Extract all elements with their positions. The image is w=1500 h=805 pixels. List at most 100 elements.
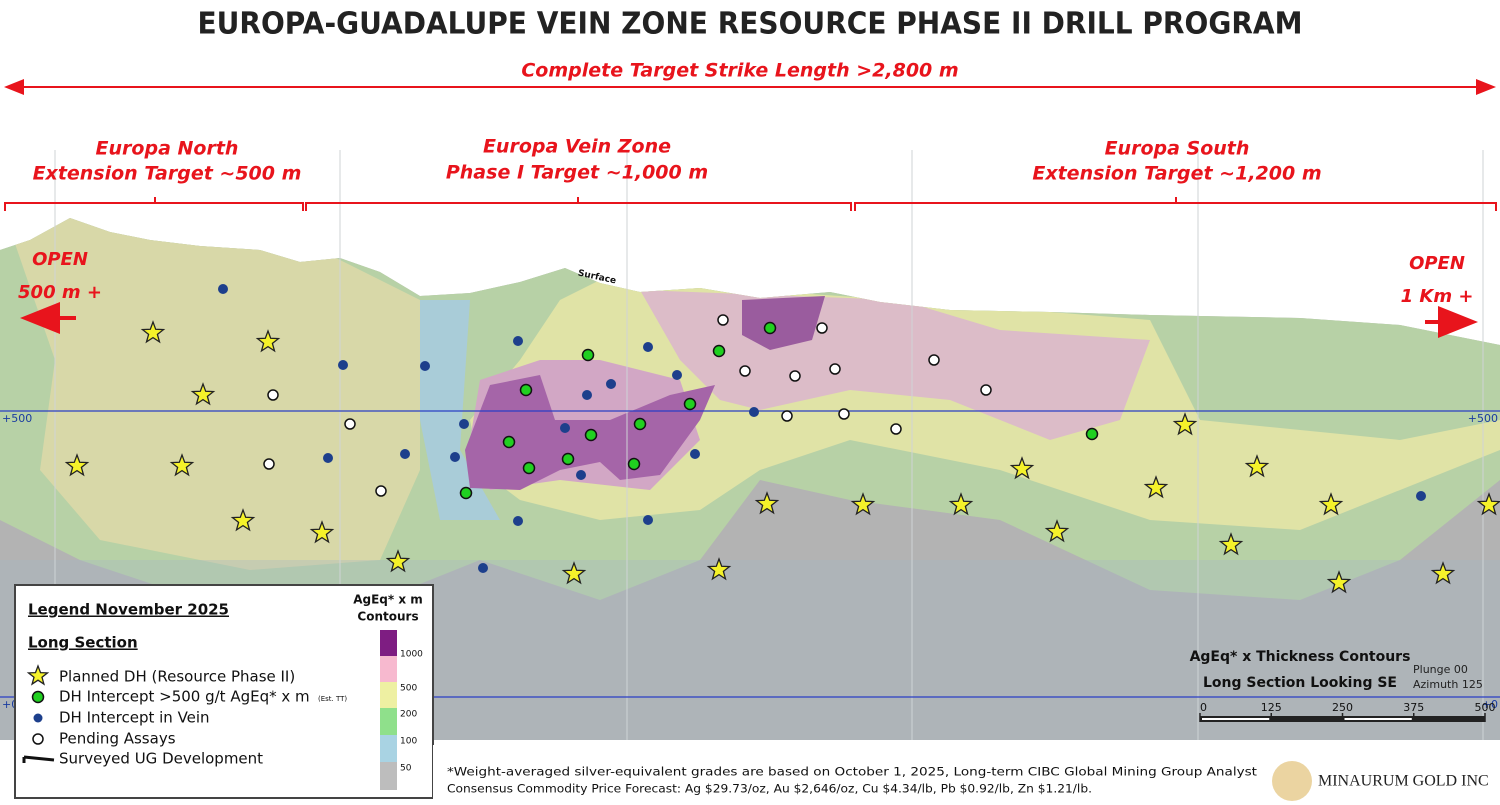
pending-assay <box>32 733 44 745</box>
planned-hole <box>255 329 281 353</box>
pending-assay <box>263 458 275 470</box>
planned-hole <box>1143 475 1169 499</box>
scale-bar-segment <box>1273 718 1341 720</box>
planned-hole <box>190 382 216 406</box>
legend-item: Planned DH (Resource Phase II) <box>59 668 295 686</box>
logo-mark <box>1272 761 1312 801</box>
planned-hole <box>1430 561 1456 585</box>
elevation-label: +500 <box>2 412 32 425</box>
vein-intercept <box>582 390 592 400</box>
planned-hole <box>1318 492 1344 516</box>
vein-intercept <box>420 361 430 371</box>
scale-label: 500 <box>400 684 417 694</box>
high-grade-intercept <box>31 690 45 704</box>
high-grade-intercept <box>627 457 641 471</box>
scale-label: 200 <box>400 710 417 720</box>
vein-intercept <box>450 452 460 462</box>
planned-hole <box>385 549 411 573</box>
high-grade-intercept <box>522 461 536 475</box>
info-azimuth: Azimuth 125 <box>1413 678 1483 691</box>
scale-label: 1000 <box>400 650 423 660</box>
high-grade-intercept <box>584 428 598 442</box>
high-grade-intercept <box>712 344 726 358</box>
planned-hole <box>850 492 876 516</box>
high-grade-intercept <box>633 417 647 431</box>
planned-hole <box>1044 519 1070 543</box>
pending-assay <box>717 314 729 326</box>
legend: Legend November 2025 Long Section Planne… <box>14 584 434 799</box>
legend-item: Pending Assays <box>59 730 176 748</box>
vein-intercept <box>323 453 333 463</box>
open-label: OPEN <box>1409 253 1465 274</box>
high-grade-intercept <box>502 435 516 449</box>
vein-intercept <box>560 423 570 433</box>
high-grade-intercept <box>459 486 473 500</box>
high-grade-intercept <box>561 452 575 466</box>
grid <box>54 150 1484 740</box>
vein-intercept <box>606 379 616 389</box>
scale-tick-label: 500 <box>1475 701 1496 714</box>
pending-assay <box>890 423 902 435</box>
vein-intercept <box>1416 491 1426 501</box>
pending-assay <box>816 322 828 334</box>
scale-bar: 0 125 250 375 500 <box>1199 701 1496 722</box>
footnote: *Weight-averaged silver-equivalent grade… <box>447 765 1258 779</box>
pending-assay <box>344 418 356 430</box>
vein-intercept <box>513 516 523 526</box>
high-grade-intercept <box>581 348 595 362</box>
vein-intercept <box>749 407 759 417</box>
planned-hole <box>1476 492 1500 516</box>
pending-assay <box>928 354 940 366</box>
planned-hole <box>169 453 195 477</box>
legend-symbols <box>26 664 50 745</box>
elevation-label: +500 <box>1468 412 1498 425</box>
planned-hole <box>754 491 780 515</box>
vein-intercept <box>218 284 228 294</box>
zone-name: Europa North <box>96 138 239 160</box>
zone-labels: Europa North Extension Target ~500 m Eur… <box>33 136 1322 185</box>
scale-tick-label: 375 <box>1403 701 1424 714</box>
planned-hole <box>1244 454 1270 478</box>
planned-hole <box>64 453 90 477</box>
legend-item: Surveyed UG Development <box>59 750 263 768</box>
scale-label: 50 <box>400 764 412 774</box>
scale-title: Contours <box>357 610 418 624</box>
vein-intercept <box>338 360 348 370</box>
vein-intercept <box>400 449 410 459</box>
scale-title: AgEq* x m <box>353 593 423 607</box>
pending-assay <box>781 410 793 422</box>
zone-name: Europa Vein Zone <box>483 136 671 158</box>
scale-bar-segment <box>1202 718 1270 720</box>
planned-hole <box>26 664 50 686</box>
vein-intercept <box>576 470 586 480</box>
vein-intercept <box>643 342 653 352</box>
scale-bar-segment <box>1415 718 1483 720</box>
planned-hole <box>230 508 256 532</box>
strike-length: Complete Target Strike Length >2,800 m <box>521 60 958 82</box>
planned-hole <box>561 561 587 585</box>
planned-hole <box>140 320 166 344</box>
vein-intercept <box>33 713 43 723</box>
scale-label: 100 <box>400 737 417 747</box>
planned-hole <box>1009 456 1035 480</box>
logo: MINAURUM GOLD INC <box>1318 773 1489 790</box>
zone-target: Extension Target ~1,200 m <box>1032 163 1321 185</box>
pending-assay <box>789 370 801 382</box>
planned-hole <box>706 557 732 581</box>
drill-holes <box>64 284 1500 594</box>
zone-brackets <box>4 197 1497 211</box>
planned-hole <box>948 492 974 516</box>
vein-intercept <box>513 336 523 346</box>
high-grade-intercept <box>519 383 533 397</box>
vein-intercept <box>643 515 653 525</box>
zone-name: Europa South <box>1105 138 1250 160</box>
open-label: OPEN <box>32 249 88 270</box>
vein-intercept <box>459 419 469 429</box>
vein-intercept <box>672 370 682 380</box>
planned-hole <box>309 520 335 544</box>
elevation-label: +0 <box>1482 698 1498 711</box>
open-distance: 500 m + <box>18 282 102 303</box>
pending-assay <box>739 365 751 377</box>
